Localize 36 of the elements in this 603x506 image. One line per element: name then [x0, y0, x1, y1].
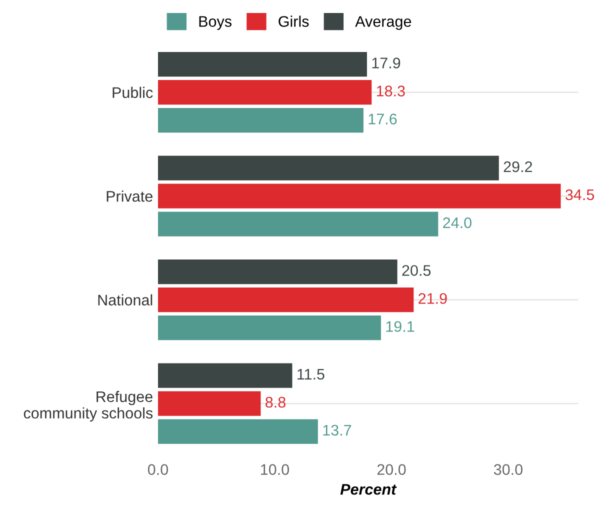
text: 20.5: [402, 265, 431, 276]
text: 17.9: [372, 58, 400, 68]
x-tick-label: 20.0: [377, 464, 406, 475]
x-tick-label: 30.0: [494, 464, 522, 475]
bar: [158, 391, 261, 416]
bar: [158, 156, 499, 180]
text: 34.5: [566, 189, 594, 200]
bar: [158, 287, 414, 312]
text: 21.9: [418, 293, 447, 304]
y-tick-label: National: [98, 294, 152, 306]
text: 13.7: [323, 424, 352, 436]
bar: [158, 52, 367, 77]
bar: [158, 363, 292, 388]
bar: [158, 315, 381, 340]
bar: [158, 212, 438, 236]
text: 11.5: [298, 368, 324, 380]
y-tick-label: Refugee community schools: [24, 390, 153, 422]
bar: [158, 259, 398, 284]
bar: [158, 184, 561, 208]
bar: [158, 419, 318, 444]
bar: [158, 80, 372, 105]
x-tick-label: 10.0: [261, 464, 290, 475]
text: 19.1: [386, 321, 414, 332]
bar: [158, 108, 364, 133]
text: 24.0: [443, 217, 472, 228]
legend-label: Girls: [278, 16, 309, 27]
y-tick-label: Public: [112, 86, 153, 98]
text: 18.3: [376, 86, 405, 96]
text: 17.6: [368, 114, 397, 124]
legend-label: Average: [355, 16, 412, 30]
x-axis-title: Percent: [340, 484, 397, 495]
legend-label: Boys: [199, 16, 232, 30]
text: 29.2: [504, 161, 532, 172]
text: 8.8: [266, 396, 286, 408]
x-tick-label: 0.0: [148, 464, 168, 475]
y-tick-label: Private: [106, 190, 152, 202]
